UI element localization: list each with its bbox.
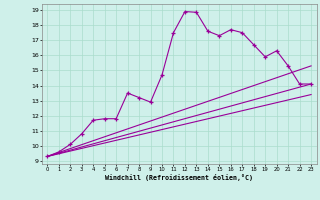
X-axis label: Windchill (Refroidissement éolien,°C): Windchill (Refroidissement éolien,°C) <box>105 174 253 181</box>
